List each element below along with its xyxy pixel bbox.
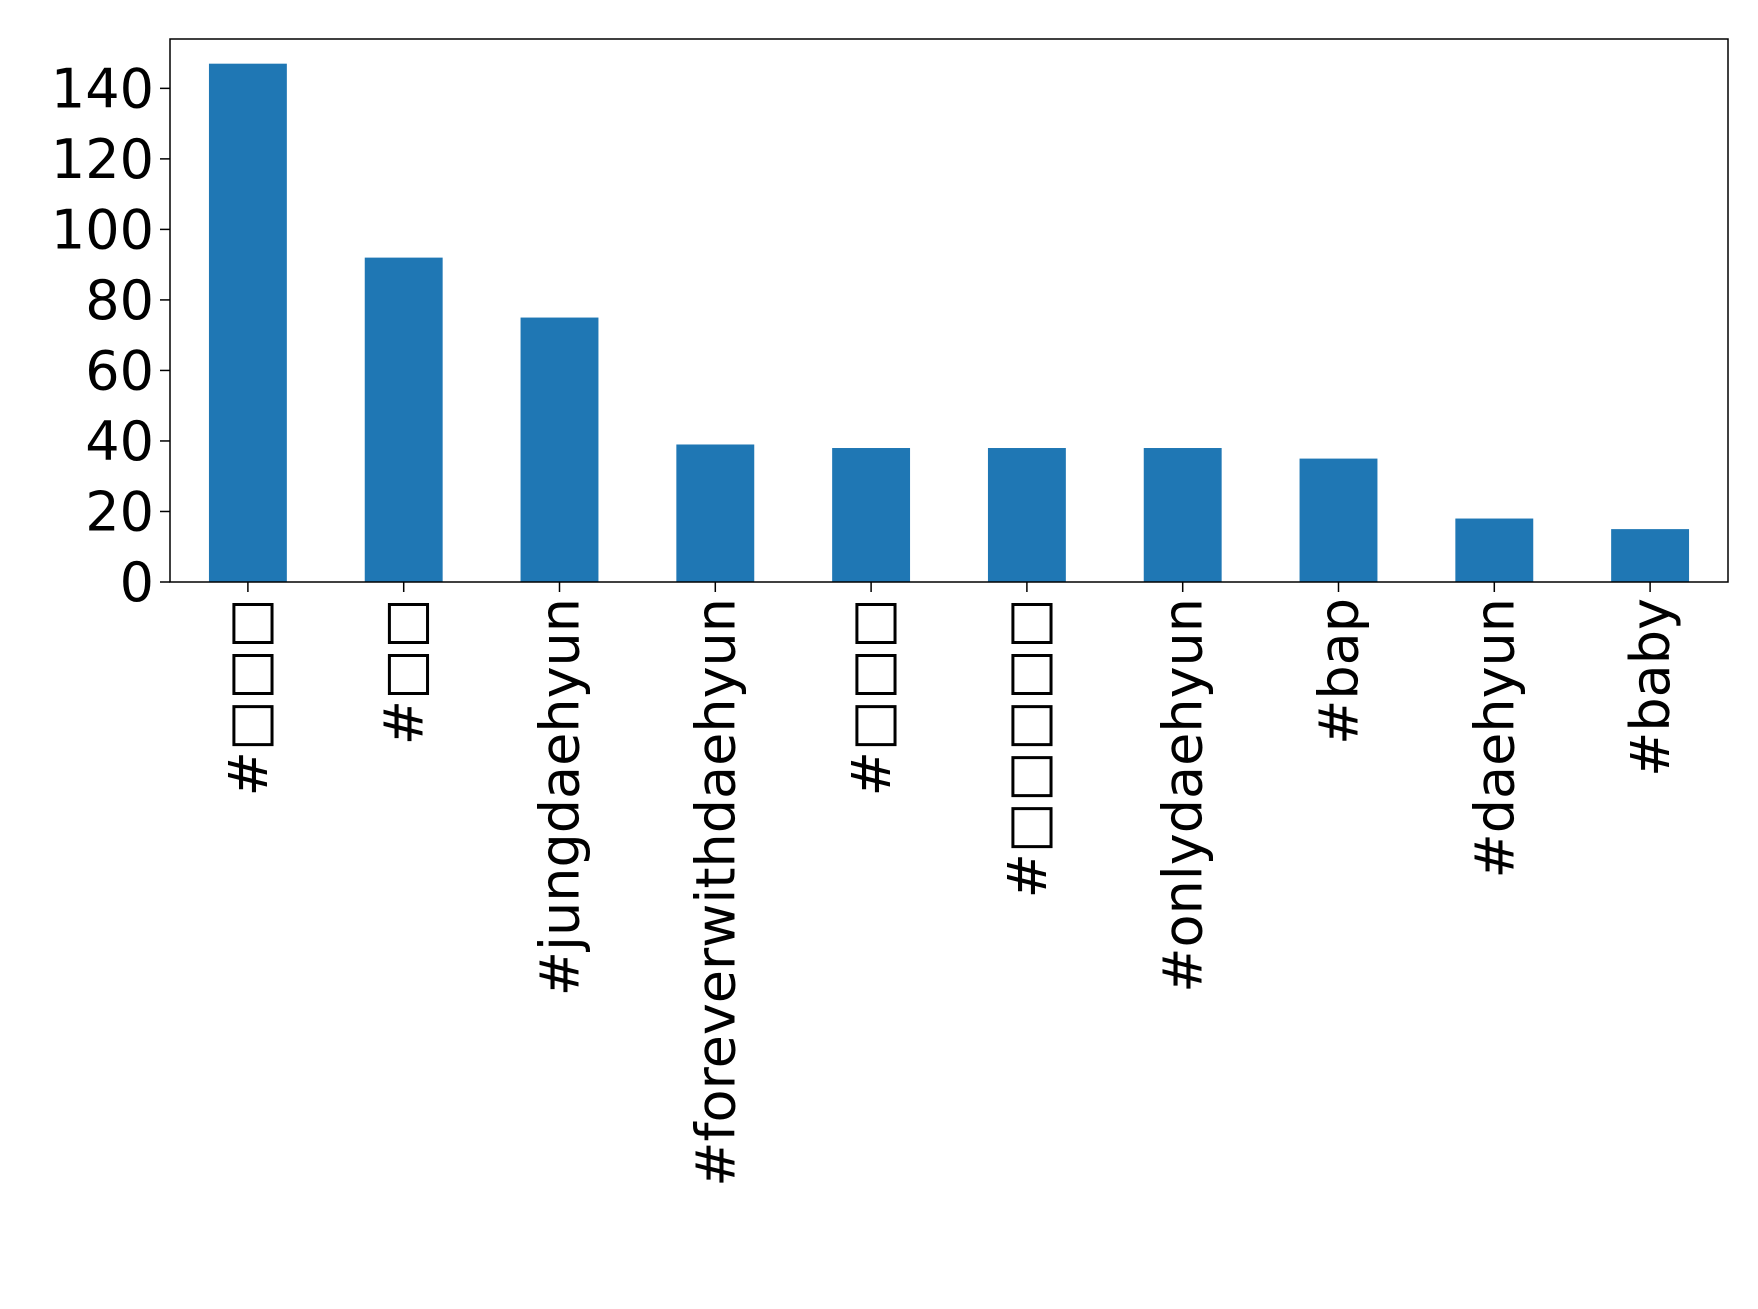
bar [987,448,1066,582]
bar [832,448,911,582]
x-tick-label: #jungdaehyun [529,598,592,996]
bar [1299,458,1378,582]
y-tick-label: 0 [120,551,154,614]
y-tick-label: 140 [51,57,154,120]
bar [676,444,755,582]
x-tick-label: #daehyun [1463,598,1526,878]
bar [364,257,443,582]
x-tick-label: #□□ [373,598,436,745]
x-tick-label: #baby [1619,598,1682,777]
x-tick-label: #bap [1308,598,1371,745]
x-tick-label: #□□□ [217,598,280,796]
x-tick-label: #□□□ [840,598,903,796]
bar [1611,529,1690,582]
y-tick-label: 120 [51,128,154,191]
x-tick-label: #□□□□□ [996,598,1059,898]
y-tick-label: 20 [85,480,154,543]
x-tick-label: #onlydaehyun [1152,598,1215,993]
bar [1455,518,1534,582]
y-tick-label: 80 [85,269,154,332]
y-tick-label: 100 [51,198,154,261]
y-tick-label: 60 [85,339,154,402]
bar [1143,448,1222,582]
x-tick-label: #foreverwithdaehyun [684,598,747,1187]
y-tick-label: 40 [85,410,154,473]
bar [520,317,599,582]
axes-frame [169,38,1729,583]
bar [208,63,287,582]
